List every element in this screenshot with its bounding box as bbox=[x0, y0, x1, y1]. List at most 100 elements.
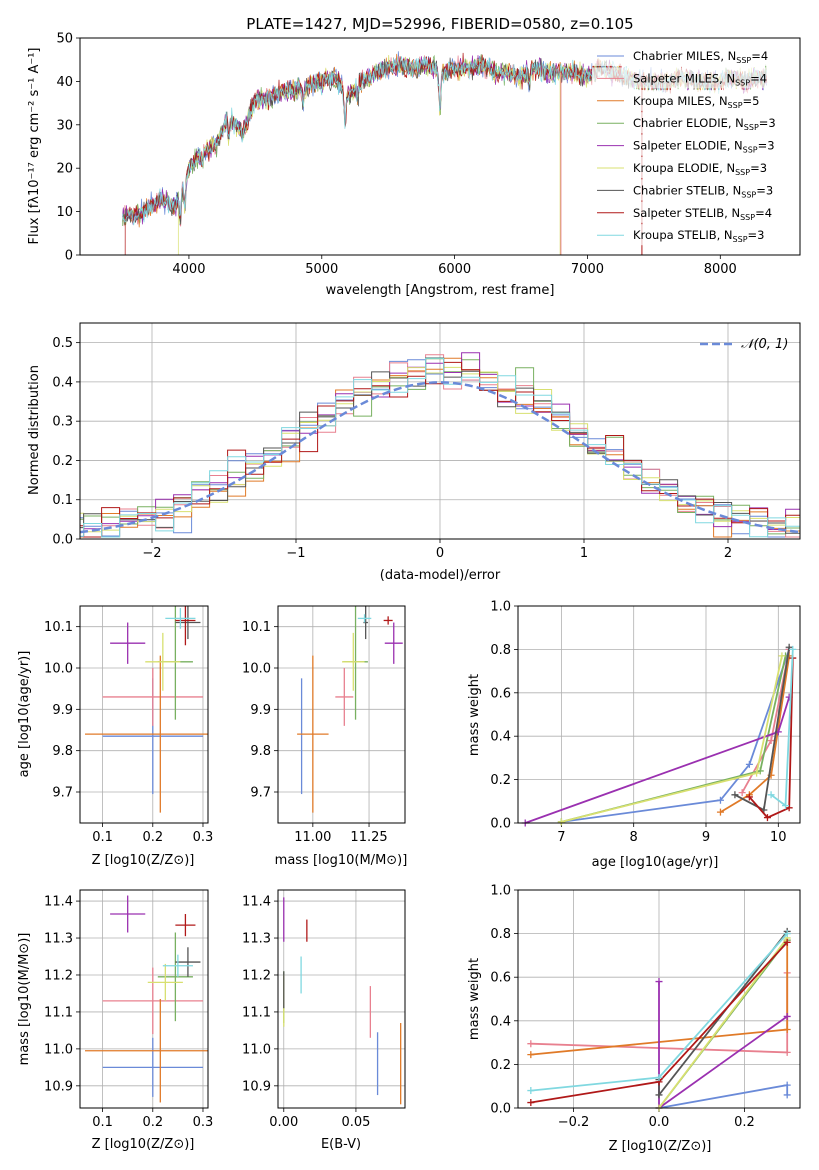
legend-bg bbox=[592, 201, 787, 223]
legend-label: Kroupa STELIB, NSSP=3 bbox=[633, 228, 764, 244]
y-tick-label: 0.4 bbox=[490, 1014, 511, 1029]
legend-count: =4 bbox=[755, 206, 772, 220]
legend-label: Chabrier MILES, NSSP=4 bbox=[633, 49, 768, 65]
weight-marker bbox=[782, 802, 790, 810]
spectrum-legend: Chabrier MILES, NSSP=4 Salpeter MILES, NS… bbox=[592, 45, 787, 246]
errorbar bbox=[175, 947, 201, 977]
x-tick-label: 8 bbox=[630, 830, 638, 845]
legend-subscript: SSP bbox=[741, 190, 756, 199]
legend-bg bbox=[592, 224, 787, 246]
residual-histograms bbox=[80, 352, 800, 538]
age_vs_mass-axes: 11.00 11.25 9.7 9.8 9.9 10.0 10.1 bbox=[242, 606, 405, 845]
y-axis-label: mass weight bbox=[467, 958, 482, 1040]
x-axis-label: mass [log10(M/M⊙)] bbox=[275, 853, 408, 868]
legend-label: Salpeter ELODIE, NSSP=3 bbox=[633, 139, 775, 155]
x-tick-label: 0 bbox=[436, 546, 444, 561]
y-tick-label: 20 bbox=[56, 162, 73, 177]
legend-bg bbox=[592, 89, 787, 111]
legend-bg bbox=[592, 112, 787, 134]
grid-lines bbox=[518, 605, 800, 824]
legend-bg bbox=[592, 134, 787, 156]
errorbar bbox=[165, 608, 196, 629]
x-axis-label: age [log10(age/yr)] bbox=[592, 855, 719, 870]
x-tick-label: 1 bbox=[580, 546, 588, 561]
age_vs_Z-frame bbox=[79, 605, 209, 824]
weight-marker bbox=[763, 814, 771, 822]
legend-count: =4 bbox=[750, 71, 767, 85]
weight_vs_Z-frame bbox=[517, 889, 801, 1109]
x-tick-label: 9 bbox=[702, 830, 710, 845]
weight-marker bbox=[716, 796, 724, 804]
y-tick-label: 0.8 bbox=[490, 643, 511, 658]
x-tick-label: 0.00 bbox=[269, 1115, 298, 1130]
mass_vs_EBV-frame bbox=[277, 889, 406, 1109]
mass_vs_Z-axes: 0.1 0.2 0.3 10.9 11.0 11.1 11.2 11.3 11.4 bbox=[44, 890, 213, 1130]
errorbar bbox=[110, 895, 146, 933]
y-axis-label: Flux [fλ10⁻¹⁷ erg cm⁻² s⁻¹ A⁻¹] bbox=[27, 48, 42, 245]
y-tick-label: 11.2 bbox=[242, 968, 271, 983]
residuals-panel: (data-model)/error Normed distribution bbox=[27, 365, 501, 583]
x-axis-label: Z [log10(Z/Z⊙)] bbox=[609, 1139, 712, 1154]
errorbar bbox=[145, 632, 181, 691]
x-tick-label: 7 bbox=[557, 830, 565, 845]
y-tick-label: 0.6 bbox=[490, 686, 511, 701]
mass_vs_EBV-errorbars bbox=[283, 897, 402, 1105]
y-tick-label: 9.8 bbox=[52, 744, 73, 759]
legend-count: =3 bbox=[758, 139, 775, 153]
legend-subscript: SSP bbox=[740, 213, 755, 222]
weight-marker bbox=[767, 737, 775, 745]
y-tick-label: 0.5 bbox=[52, 336, 73, 351]
weight-marker bbox=[767, 791, 775, 799]
x-axis-label: wavelength [Angstrom, rest frame] bbox=[326, 283, 555, 298]
weight-marker bbox=[783, 1081, 791, 1089]
weight-marker bbox=[783, 1012, 791, 1020]
legend-label: Salpeter MILES, NSSP=4 bbox=[633, 71, 767, 87]
errorbar bbox=[357, 614, 372, 623]
weight-marker bbox=[783, 1091, 791, 1099]
errorbar bbox=[162, 954, 193, 977]
legend-subscript: SSP bbox=[728, 101, 743, 110]
residuals-frame bbox=[79, 322, 801, 540]
y-tick-label: 0.2 bbox=[490, 773, 511, 788]
y-tick-label: 10 bbox=[56, 205, 73, 220]
errorbar bbox=[147, 963, 183, 1001]
x-tick-label: 4000 bbox=[172, 262, 205, 277]
x-tick-label: 0.2 bbox=[142, 1115, 163, 1130]
age_vs_mass-errorbars bbox=[297, 606, 403, 813]
weight-marker bbox=[789, 645, 797, 653]
spectrum-panel: PLATE=1427, MJD=52996, FIBERID=0580, z=0… bbox=[27, 15, 634, 298]
weight-marker bbox=[731, 791, 739, 799]
spectrum-frame bbox=[79, 37, 801, 256]
weight-marker bbox=[527, 1099, 535, 1107]
y-tick-label: 0.6 bbox=[490, 971, 511, 986]
weight-marker bbox=[557, 818, 565, 826]
mass-vs-z-panel: Z [log10(Z/Z⊙)] mass [log10(M/M⊙)] bbox=[17, 933, 194, 1152]
x-axis-label: (data-model)/error bbox=[380, 568, 501, 583]
y-tick-label: 0.0 bbox=[490, 1102, 511, 1117]
weight-marker bbox=[716, 808, 724, 816]
y-tick-label: 9.9 bbox=[52, 703, 73, 718]
chart-title: PLATE=1427, MJD=52996, FIBERID=0580, z=0… bbox=[246, 15, 633, 33]
weight-marker bbox=[785, 643, 793, 651]
x-axis-label: Z [log10(Z/Z⊙)] bbox=[92, 1137, 195, 1152]
y-axis-label: mass weight bbox=[467, 674, 482, 756]
x-axis-label: E(B-V) bbox=[321, 1137, 361, 1152]
weight_vs_age-frame bbox=[517, 605, 801, 824]
weight-vs-age-panel: age [log10(age/yr)] mass weight bbox=[467, 674, 718, 870]
weight-marker bbox=[783, 1026, 791, 1034]
x-tick-label: 0.0 bbox=[649, 1115, 670, 1130]
y-tick-label: 40 bbox=[56, 75, 73, 90]
y-tick-label: 0.2 bbox=[490, 1058, 511, 1073]
errorbar bbox=[383, 616, 393, 625]
errorbar bbox=[102, 1037, 203, 1097]
weight-marker bbox=[783, 938, 791, 946]
y-tick-label: 10.1 bbox=[44, 620, 73, 635]
errorbar bbox=[175, 606, 196, 646]
weight-marker bbox=[527, 1087, 535, 1095]
legend-label: Salpeter STELIB, NSSP=4 bbox=[633, 206, 772, 222]
y-tick-label: 9.7 bbox=[250, 786, 271, 801]
errorbar bbox=[175, 606, 201, 640]
errorbar bbox=[85, 655, 208, 813]
errorbar bbox=[102, 668, 203, 726]
